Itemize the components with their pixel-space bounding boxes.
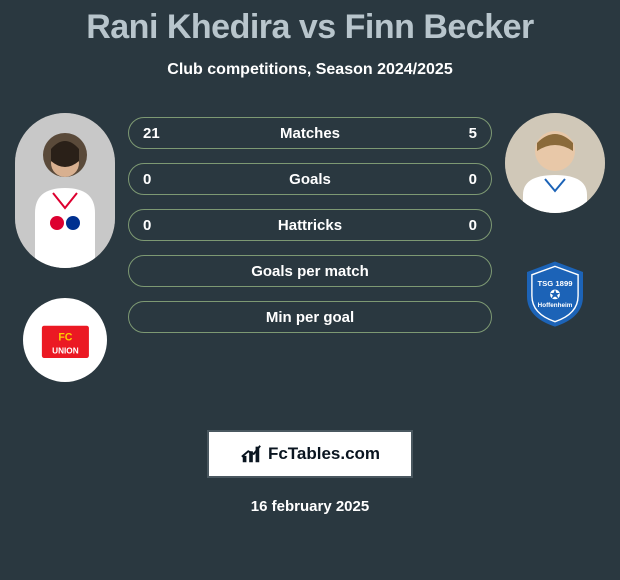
stat-row-hattricks: 0 Hattricks 0 [128,209,492,241]
brand-logo[interactable]: FcTables.com [207,430,413,478]
comparison-row: FC UNION 21 Matches 5 0 Goals 0 0 Hattri… [0,113,620,382]
subtitle: Club competitions, Season 2024/2025 [0,61,620,79]
hoffenheim-icon: TSG 1899 Hoffenheim [520,258,590,328]
player-left-avatar [15,113,115,268]
stat-right-value: 0 [437,171,477,188]
stat-row-min-per-goal: Min per goal [128,301,492,333]
person-icon [15,113,115,268]
stat-row-goals: 0 Goals 0 [128,163,492,195]
stat-label: Hattricks [183,217,437,234]
stat-left-value: 21 [143,125,183,142]
stat-label: Goals per match [183,263,437,280]
page-title: Rani Khedira vs Finn Becker [0,0,620,47]
club-left-logo: FC UNION [23,298,107,382]
stat-left-value: 0 [143,171,183,188]
player-left-column: FC UNION [10,113,120,382]
person-icon [505,113,605,213]
brand-text: FcTables.com [268,444,380,464]
stat-label: Min per goal [183,309,437,326]
stats-column: 21 Matches 5 0 Goals 0 0 Hattricks 0 Goa… [120,117,500,333]
player-right-avatar [505,113,605,213]
club-right-logo: TSG 1899 Hoffenheim [505,243,605,343]
player-right-column: TSG 1899 Hoffenheim [500,113,610,343]
stat-right-value: 0 [437,217,477,234]
date-text: 16 february 2025 [0,498,620,515]
union-berlin-icon: FC UNION [36,311,95,370]
svg-text:Hoffenheim: Hoffenheim [538,302,573,309]
svg-text:UNION: UNION [52,346,79,355]
stat-right-value: 5 [437,125,477,142]
stat-row-matches: 21 Matches 5 [128,117,492,149]
svg-text:TSG 1899: TSG 1899 [537,279,572,288]
svg-text:FC: FC [58,331,72,343]
chart-icon [240,443,262,465]
stat-left-value: 0 [143,217,183,234]
stat-label: Matches [183,125,437,142]
stat-row-goals-per-match: Goals per match [128,255,492,287]
stat-label: Goals [183,171,437,188]
